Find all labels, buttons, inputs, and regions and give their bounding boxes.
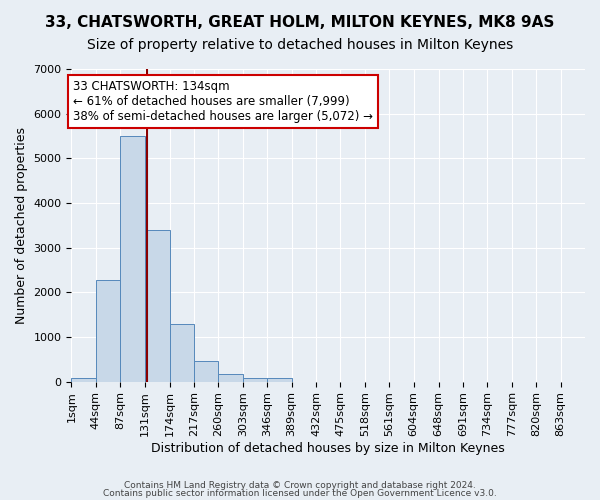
Y-axis label: Number of detached properties: Number of detached properties bbox=[15, 127, 28, 324]
Bar bbox=[120, 136, 145, 382]
Bar bbox=[243, 378, 267, 382]
Text: Contains public sector information licensed under the Open Government Licence v3: Contains public sector information licen… bbox=[103, 488, 497, 498]
Text: Contains HM Land Registry data © Crown copyright and database right 2024.: Contains HM Land Registry data © Crown c… bbox=[124, 481, 476, 490]
Bar bbox=[267, 378, 292, 382]
Bar bbox=[194, 360, 218, 382]
Text: 33, CHATSWORTH, GREAT HOLM, MILTON KEYNES, MK8 9AS: 33, CHATSWORTH, GREAT HOLM, MILTON KEYNE… bbox=[46, 15, 554, 30]
Bar bbox=[71, 378, 96, 382]
X-axis label: Distribution of detached houses by size in Milton Keynes: Distribution of detached houses by size … bbox=[151, 442, 505, 455]
Bar bbox=[145, 230, 170, 382]
Bar bbox=[218, 374, 243, 382]
Text: 33 CHATSWORTH: 134sqm
← 61% of detached houses are smaller (7,999)
38% of semi-d: 33 CHATSWORTH: 134sqm ← 61% of detached … bbox=[73, 80, 373, 123]
Bar bbox=[170, 324, 194, 382]
Bar bbox=[96, 280, 120, 382]
Text: Size of property relative to detached houses in Milton Keynes: Size of property relative to detached ho… bbox=[87, 38, 513, 52]
